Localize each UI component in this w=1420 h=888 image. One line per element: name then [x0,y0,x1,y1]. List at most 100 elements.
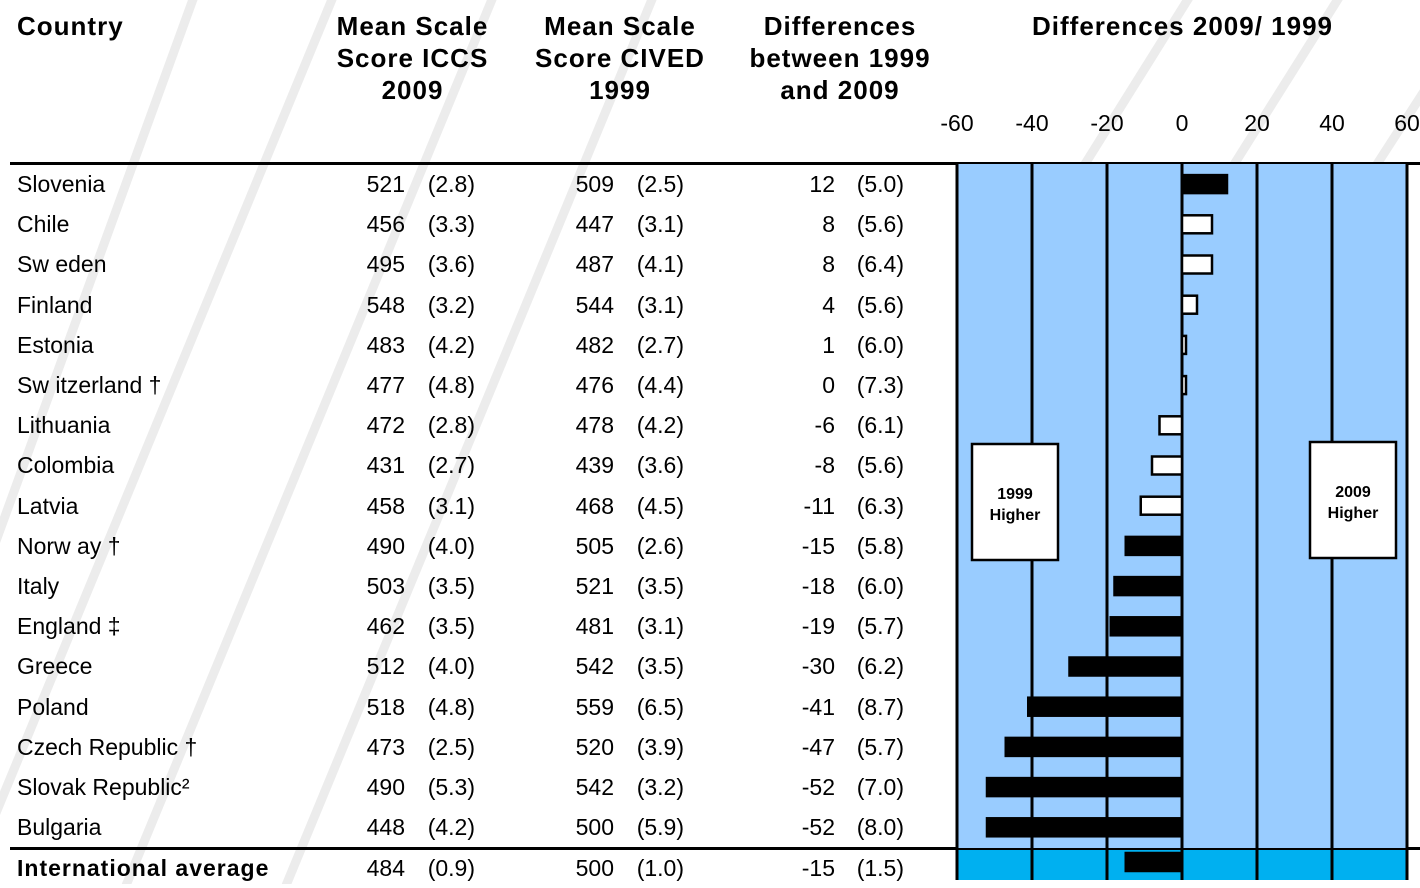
cell-iccs: 512 [366,653,405,680]
table-row: Finland 548 (3.2) 544 (3.1) 4 (5.6) [0,285,955,325]
cell-diff: -11 [803,492,835,519]
cell-country: England ‡ [17,613,121,640]
table-row: Slovak Republic² 490 (5.3) 542 (3.2) -52 (7.0) [0,767,955,807]
bar [1139,495,1184,516]
header-cived-1999: Mean Scale Score CIVED 1999 [535,11,705,105]
cell-cived-se: (3.9) [636,733,684,760]
table-row: Estonia 483 (4.2) 482 (2.7) 1 (6.0) [0,325,955,365]
cell-cived-se: (2.6) [636,532,684,559]
cell-diff-se: (6.3) [856,492,904,519]
cell-cived: 521 [575,573,614,599]
table-row: Lithuania 472 (2.8) 478 (4.2) -6 (6.1) [0,405,955,445]
cell-cived: 505 [575,532,614,559]
bar [1150,455,1184,476]
cell-cived-se: (3.6) [636,452,684,479]
cell-iccs: 490 [366,532,405,559]
cell-cived: 500 [575,814,614,841]
cell-iccs: 448 [366,814,405,841]
x-tick-label: 40 [1319,110,1345,136]
cell-diff: -30 [801,653,835,680]
x-tick-label: 0 [1175,110,1189,136]
cell-iccs-se: (4.8) [427,372,475,398]
cell-country: Czech Republic † [17,733,198,760]
cell-country: Colombia [17,452,115,479]
cell-diff: 8 [822,251,835,278]
cell-cived-se: (6.5) [636,693,684,720]
cell-iccs-se: (3.1) [427,492,475,519]
cell-iccs-se: (2.8) [427,171,475,197]
table-row: Bulgaria 448 (4.2) 500 (5.9) -52 (8.0) [0,807,955,847]
header-iccs-2009: Mean Scale Score ICCS 2009 [336,11,489,105]
cell-diff-se: (5.7) [856,733,904,760]
cell-iccs: 484 [366,855,405,881]
cell-cived-se: (3.1) [636,613,684,640]
cell-iccs: 490 [366,774,405,800]
average-row: International average 484 (0.9) 500 (1.0) -15… [0,848,955,888]
cell-cived: 476 [575,372,614,398]
table-row: Italy 503 (3.5) 521 (3.5) -18 (6.0) [0,566,955,606]
cell-iccs-se: (3.5) [427,573,475,599]
cell-iccs: 548 [366,291,405,318]
cell-country: Chile [17,211,70,238]
cell-iccs-se: (4.8) [427,693,475,720]
cell-diff: 12 [809,171,835,197]
cell-diff-se: (7.3) [856,372,904,398]
label-2009-higher-box [1308,440,1398,560]
cell-iccs: 472 [366,412,405,439]
cell-country: Bulgaria [17,814,102,841]
chart-title: Differences 2009/ 1999 [1032,11,1333,41]
bar [1180,254,1214,275]
cell-cived: 478 [575,412,614,439]
cell-cived: 542 [575,653,614,680]
cell-cived-se: (1.0) [636,855,684,881]
cell-cived-se: (2.7) [636,331,684,358]
table-row: England ‡ 462 (3.5) 481 (3.1) -19 (5.7) [0,606,955,646]
cell-diff-se: (1.5) [856,855,904,881]
cell-cived: 447 [575,211,614,238]
cell-diff-se: (7.0) [856,774,904,800]
cell-cived-se: (4.4) [636,372,684,398]
x-tick-label: 20 [1244,110,1270,136]
cell-diff-se: (5.6) [856,291,904,318]
cell-diff: -8 [814,452,835,479]
cell-diff: -47 [801,733,835,760]
cell-diff: -18 [801,573,835,599]
cell-iccs: 473 [366,733,405,760]
cell-iccs: 518 [366,693,405,720]
cell-diff: 8 [822,211,835,238]
cell-iccs-se: (2.8) [427,412,475,439]
cell-diff-se: (5.8) [856,532,904,559]
cell-iccs: 456 [366,211,405,238]
cell-iccs: 458 [366,492,405,519]
cell-cived-se: (4.1) [636,251,684,278]
cell-cived-se: (4.2) [636,412,684,439]
cell-cived-se: (3.1) [636,211,684,238]
table-row: Greece 512 (4.0) 542 (3.5) -30 (6.2) [0,646,955,686]
cell-country: Slovak Republic² [17,774,190,800]
bar [1180,294,1199,315]
cell-diff: -52 [801,774,835,800]
bar [1180,374,1188,396]
cell-iccs: 521 [366,171,405,197]
cell-iccs: 483 [366,331,405,358]
bar [1113,575,1184,597]
cell-diff: -15 [801,855,835,881]
cell-cived: 487 [575,251,614,278]
cell-iccs-se: (3.3) [427,211,475,238]
table-row: Norw ay † 490 (4.0) 505 (2.6) -15 (5.8) [0,526,955,566]
label-1999-higher-box [970,442,1060,562]
cell-diff: -52 [801,814,835,841]
cell-iccs-se: (4.2) [427,331,475,358]
cell-diff-se: (8.7) [856,693,904,720]
header-differences: Differences between 1999 and 2009 [749,11,931,105]
cell-cived-se: (3.5) [636,653,684,680]
bar [1068,656,1184,677]
average-divider [10,847,1420,850]
cell-cived: 439 [575,452,614,479]
cell-iccs-se: (3.6) [427,251,475,278]
header-country: Country [17,11,124,41]
cell-iccs-se: (3.5) [427,613,475,640]
cell-iccs: 477 [366,372,405,398]
cell-iccs-se: (5.3) [427,774,475,800]
x-tick-label: 60 [1394,110,1420,136]
